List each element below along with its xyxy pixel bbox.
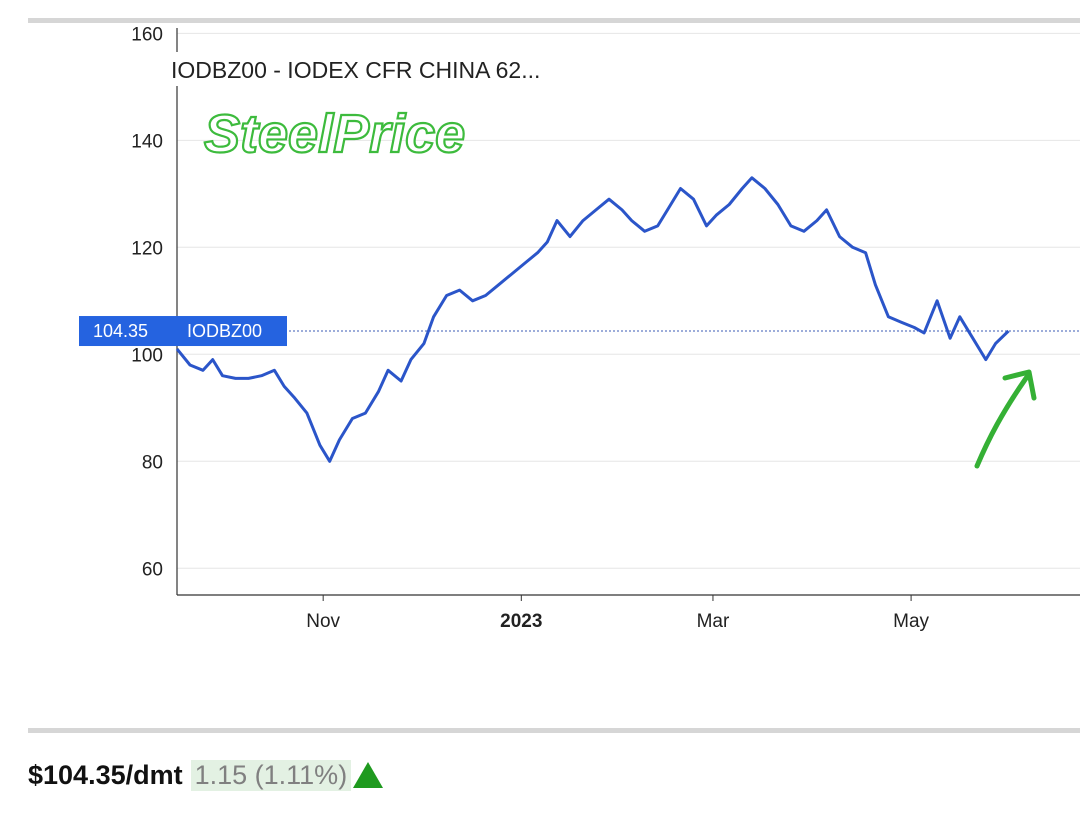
title-background: [168, 52, 604, 86]
y-tick-label-60: 60: [142, 559, 163, 580]
last-value-label: 104.35: [93, 321, 148, 341]
y-tick-label-120: 120: [131, 238, 163, 259]
x-tick-labels: Nov 2023 Mar May: [306, 595, 930, 632]
y-tick-label-140: 140: [131, 131, 163, 152]
y-tick-label-80: 80: [142, 452, 163, 473]
x-tick-label-nov: Nov: [306, 611, 340, 632]
x-tick-label-mar: Mar: [697, 611, 730, 632]
steelprice-watermark: SteelPrice: [204, 104, 465, 164]
top-divider: [28, 18, 1080, 23]
last-value-series-label: IODBZ00: [187, 321, 262, 341]
hand-drawn-arrow-icon: [974, 369, 1037, 469]
line-chart: 60 80 100 120 140 160 Nov 2023 Mar May IODBZ00 -…: [79, 24, 1080, 632]
x-tick-label-2023: 2023: [500, 611, 542, 632]
up-triangle-icon: [353, 762, 384, 788]
price-change: 1.15 (1.11%): [190, 759, 352, 791]
last-value-badge-background: [79, 316, 287, 347]
current-price: $104.35/dmt: [28, 759, 183, 790]
chart-title: IODBZ00 - IODEX CFR CHINA 62...: [171, 57, 540, 83]
price-summary: $104.35/dmt 1.15 (1.11%): [28, 757, 384, 793]
y-tick-label-160: 160: [131, 24, 163, 45]
x-tick-label-may: May: [893, 611, 929, 632]
y-tick-labels: 60 80 100 120 140 160: [131, 24, 163, 580]
last-value-badge: 104.35 IODBZ00: [79, 316, 287, 347]
y-tick-label-100: 100: [131, 345, 163, 366]
bottom-divider: [28, 728, 1080, 733]
gridlines: [177, 32, 1080, 569]
series-line-iodbz00: [175, 176, 1010, 463]
